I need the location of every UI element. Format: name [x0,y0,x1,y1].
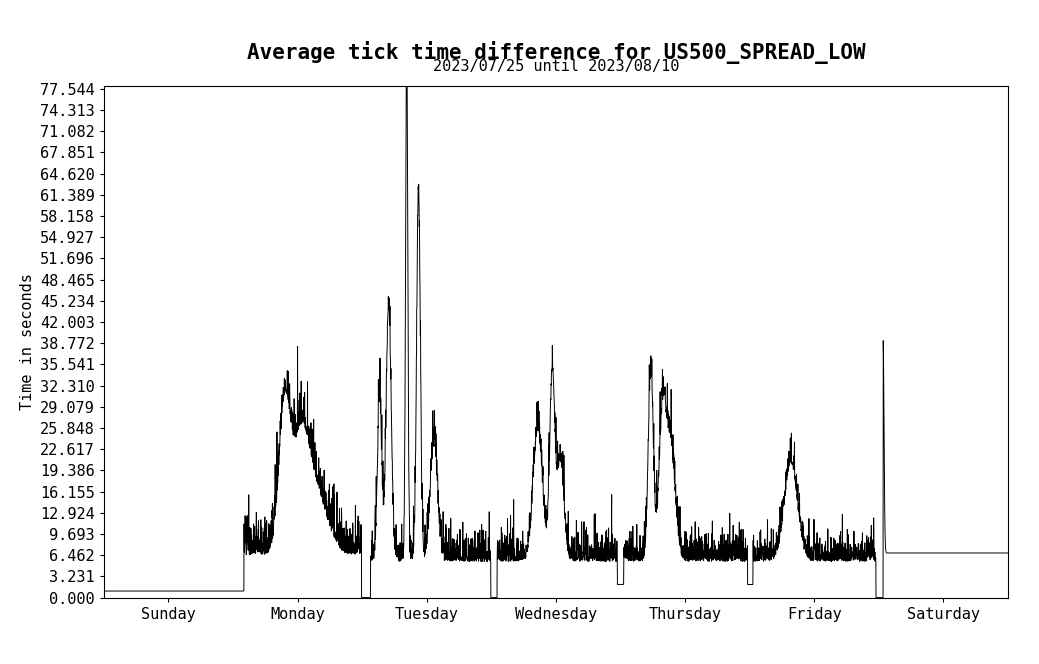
Text: 2023/07/25 until 2023/08/10: 2023/07/25 until 2023/08/10 [432,58,680,74]
Title: Average tick time difference for US500_SPREAD_LOW: Average tick time difference for US500_S… [246,41,865,64]
Y-axis label: Time in seconds: Time in seconds [20,274,34,410]
